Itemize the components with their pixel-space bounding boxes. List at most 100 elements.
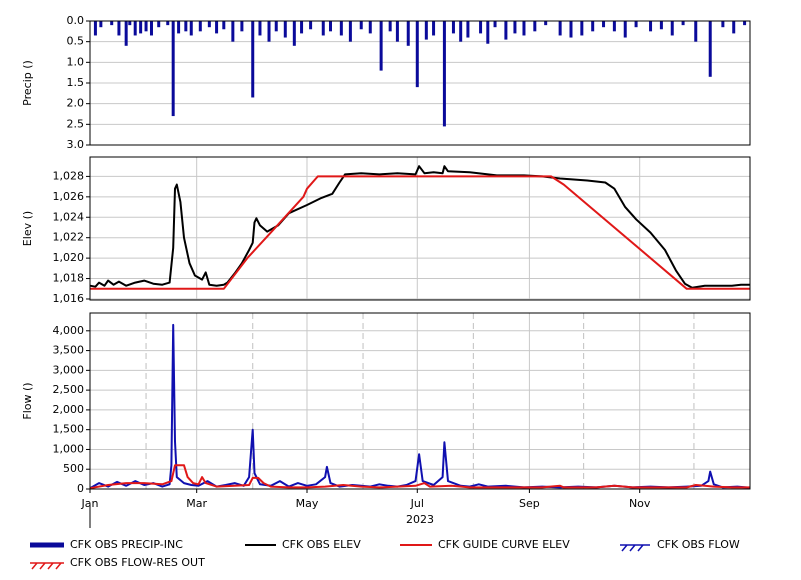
bar (149, 21, 153, 36)
bar (139, 21, 143, 34)
y-axis-label: Elev () (21, 211, 34, 246)
bar (659, 21, 663, 30)
bar (743, 21, 747, 26)
y-tick-label: 1,024 (53, 210, 85, 223)
bar (708, 21, 712, 77)
bar (124, 21, 128, 46)
bar (591, 21, 595, 32)
legend-label: CFK GUIDE CURVE ELEV (438, 538, 570, 551)
legend: CFK OBS PRECIP-INC CFK OBS ELEV CFK GUID… (30, 538, 740, 570)
bar (493, 21, 497, 28)
bar (522, 21, 526, 36)
legend-label: CFK OBS ELEV (282, 538, 361, 551)
bar (649, 21, 653, 32)
bar (222, 21, 226, 30)
bar (432, 21, 436, 36)
bar (395, 21, 399, 42)
bar (580, 21, 584, 36)
panel: 0 500 1,000 1,500 2,000 2,500 3,000 3,500 4,000 F… (21, 312, 751, 510)
bar (459, 21, 463, 42)
y-tick-label: 3,500 (53, 344, 85, 357)
y-axis-label: Precip () (21, 60, 34, 106)
bar (451, 21, 455, 34)
bar (198, 21, 202, 32)
bar (513, 21, 517, 34)
y-tick-label: 1,026 (53, 190, 85, 203)
bar (634, 21, 638, 28)
legend-label: CFK OBS PRECIP-INC (70, 538, 183, 551)
y-tick-label: 1.0 (67, 55, 85, 68)
bar (110, 21, 114, 26)
plot-frame (89, 20, 751, 146)
bar (251, 21, 255, 98)
bar (258, 21, 262, 36)
bar (283, 21, 287, 38)
series-line (89, 464, 750, 490)
bar (533, 21, 537, 32)
bar (504, 21, 508, 40)
x-tick-label: May (296, 497, 319, 510)
bar (558, 21, 562, 36)
y-tick-label: 1,016 (53, 292, 85, 305)
legend-label: CFK OBS FLOW-RES OUT (70, 556, 205, 569)
panel: 1,016 1,018 1,020 1,022 1,024 1,026 1,028 Elev … (21, 156, 751, 305)
bar (171, 21, 175, 117)
bar (117, 21, 121, 36)
bar (267, 21, 271, 42)
y-tick-label: 1,000 (53, 442, 85, 455)
bar (133, 21, 137, 36)
plot-frame (89, 156, 751, 301)
y-tick-label: 4,000 (53, 324, 85, 337)
bar (406, 21, 410, 46)
bar (612, 21, 616, 32)
bar (99, 21, 103, 28)
y-tick-label: 500 (63, 462, 84, 475)
y-tick-label: 1.5 (67, 76, 85, 89)
bar (623, 21, 627, 38)
bar (379, 21, 383, 71)
y-tick-label: 2.5 (67, 117, 85, 130)
bar (93, 21, 97, 36)
y-tick-label: 1,500 (53, 423, 85, 436)
legend-swatch (30, 562, 64, 570)
bar (166, 21, 170, 26)
x-tick-label: Mar (186, 497, 207, 510)
bar (207, 21, 211, 28)
y-tick-label: 1,020 (53, 251, 85, 264)
bar (177, 21, 181, 34)
bar (339, 21, 343, 36)
x-tick-label: Jul (410, 497, 424, 510)
bar (348, 21, 352, 42)
bar (321, 21, 325, 36)
bar (189, 21, 193, 36)
y-axis-label: Flow () (21, 382, 34, 419)
x-tick-label: Sep (519, 497, 540, 510)
bar (442, 21, 446, 127)
bar (670, 21, 674, 36)
y-tick-label: 0 (77, 482, 84, 495)
x-tick-label: Jan (81, 497, 99, 510)
bar (486, 21, 490, 44)
legend-swatch (620, 544, 650, 552)
panel: 0.0 0.5 1.0 1.5 2.0 2.5 3.0 Precip () (21, 14, 751, 151)
bar (128, 21, 132, 26)
y-tick-label: 1,018 (53, 272, 85, 285)
bar (231, 21, 235, 42)
bar (602, 21, 606, 28)
y-tick-label: 1,028 (53, 169, 85, 182)
bar (359, 21, 363, 30)
y-tick-label: 1,022 (53, 231, 85, 244)
y-tick-label: 3,000 (53, 363, 85, 376)
y-tick-label: 2,000 (53, 403, 85, 416)
bar (479, 21, 483, 34)
y-tick-label: 0.5 (67, 35, 85, 48)
bar (569, 21, 573, 38)
bar (184, 21, 188, 32)
bar (732, 21, 736, 34)
plot-frame (89, 312, 751, 490)
x-tick-label: Nov (629, 497, 651, 510)
bar (240, 21, 244, 32)
bar (292, 21, 296, 46)
bar (215, 21, 219, 34)
